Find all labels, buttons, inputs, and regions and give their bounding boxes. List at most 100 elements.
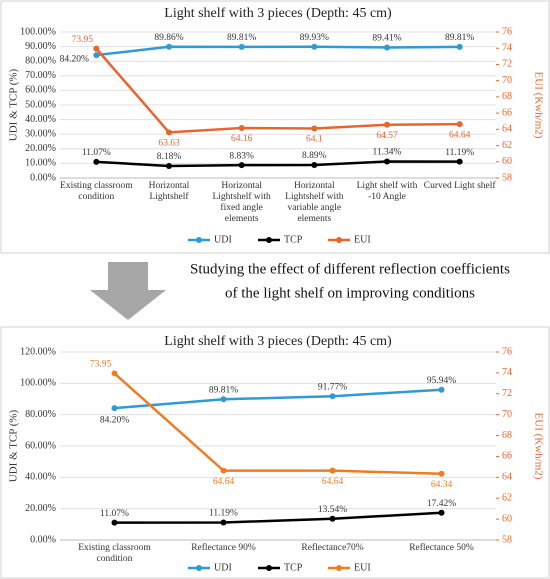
x-tick-label-box: Reflectance70% xyxy=(301,543,363,553)
legend-label: EUI xyxy=(354,234,371,245)
x-tick-label: Curved Light shelf xyxy=(423,181,496,191)
data-point xyxy=(93,52,100,59)
y-tick-label: 0.00% xyxy=(30,172,56,183)
y2-tick-label: 64 xyxy=(502,472,512,483)
data-point xyxy=(111,405,118,412)
y-tick-label: 60.00% xyxy=(25,440,56,451)
y2-axis-label: EUI (Kwh/m2) xyxy=(532,72,544,139)
data-point xyxy=(166,43,172,50)
data-point xyxy=(456,43,463,50)
data-point xyxy=(456,121,463,128)
data-point xyxy=(311,43,318,50)
series-line xyxy=(114,388,442,410)
y2-tick-label: 66 xyxy=(502,451,512,462)
data-label: 91.77% xyxy=(318,382,347,392)
data-point xyxy=(438,470,445,477)
data-label: 64.64 xyxy=(322,477,344,487)
x-tick-label: Existing classroom condition xyxy=(78,543,151,564)
data-point xyxy=(220,519,227,526)
legend-marker xyxy=(266,565,272,571)
y-tick-label: 20.00% xyxy=(25,143,56,154)
data-point xyxy=(238,162,245,169)
data-label: 64.64 xyxy=(449,130,471,140)
series-line xyxy=(114,511,442,524)
annotation: of the light shelf on improving conditio… xyxy=(225,285,475,301)
data-point xyxy=(384,44,390,51)
y2-tick-label: 62 xyxy=(502,493,512,504)
data-point xyxy=(111,370,118,377)
data-label: 17.42% xyxy=(427,499,456,509)
y-tick-label: 40.00% xyxy=(25,114,56,125)
x-tick-label: Reflectance 50% xyxy=(409,543,474,553)
x-tick-label: Light shelf with -10 Angle xyxy=(356,181,418,202)
y-tick-label: 90.00% xyxy=(25,41,56,52)
legend-label: UDI xyxy=(214,234,232,245)
data-point xyxy=(238,125,245,132)
y2-tick-label: 74 xyxy=(502,43,512,54)
y-tick-label: 10.00% xyxy=(25,158,56,169)
legend-marker xyxy=(196,237,202,243)
data-label: 89.41% xyxy=(372,34,401,44)
data-label: 8.18% xyxy=(157,152,182,162)
data-point xyxy=(166,129,172,136)
y2-tick-label: 72 xyxy=(502,388,512,399)
legend-marker xyxy=(196,565,202,571)
chart-frame xyxy=(0,326,550,579)
data-point xyxy=(384,121,390,128)
data-point xyxy=(93,45,100,52)
data-label: 8.89% xyxy=(302,151,327,161)
data-point xyxy=(166,163,172,170)
y-tick-label: 80.00% xyxy=(25,409,56,420)
y2-tick-label: 58 xyxy=(502,534,512,545)
y-axis-label: UDI & TCP (%) xyxy=(8,409,20,482)
data-point xyxy=(329,467,336,474)
data-label: 64.34 xyxy=(431,480,453,490)
series-line xyxy=(95,47,460,134)
arrow xyxy=(90,262,166,320)
data-label: 13.54% xyxy=(318,505,347,515)
data-label: 89.81% xyxy=(445,33,474,43)
y-tick-label: 100.00% xyxy=(20,26,56,37)
data-label: 89.81% xyxy=(227,33,256,43)
legend-marker xyxy=(336,237,342,243)
data-point xyxy=(456,158,463,165)
data-point xyxy=(329,393,336,400)
data-label: 73.95 xyxy=(72,35,94,45)
x-tick-label: Horizontal Lightshelf with variable angl… xyxy=(285,181,344,224)
x-tick-label-box: Horizontal Lightshelf with variable angl… xyxy=(285,181,344,224)
y2-tick-label: 64 xyxy=(502,124,512,135)
y2-tick-label: 76 xyxy=(502,346,512,357)
data-point xyxy=(220,467,227,474)
x-tick-label-box: Reflectance 50% xyxy=(409,543,474,553)
y-tick-label: 70.00% xyxy=(25,70,56,81)
y2-tick-label: 70 xyxy=(502,409,512,420)
data-point xyxy=(438,386,445,393)
data-label: 11.34% xyxy=(373,148,402,158)
legend-marker xyxy=(336,565,342,571)
data-label: 11.19% xyxy=(209,509,238,519)
y2-axis-label: EUI (Kwh/m2) xyxy=(532,413,544,480)
x-tick-label: Horizontal Lightshelf with fixed angle e… xyxy=(212,181,271,224)
x-tick-label-box: Curved Light shelf xyxy=(423,181,496,191)
data-label: 64.64 xyxy=(213,477,235,487)
data-point xyxy=(384,158,390,165)
x-tick-label: Existing classroom condition xyxy=(60,181,133,202)
data-label: 11.07% xyxy=(82,148,111,158)
series-line xyxy=(96,160,460,168)
legend-label: UDI xyxy=(214,562,232,573)
data-label: 63.63 xyxy=(158,139,180,149)
y2-tick-label: 70 xyxy=(502,75,512,86)
data-label: 64.16 xyxy=(231,134,253,144)
data-label: 64.57 xyxy=(376,131,398,141)
y-tick-label: 120.00% xyxy=(20,346,56,357)
y2-tick-label: 68 xyxy=(502,430,512,441)
annotation: Studying the effect of different reflect… xyxy=(190,261,510,277)
y2-tick-label: 58 xyxy=(502,172,512,183)
x-tick-label: Horizontal Lightshelf xyxy=(148,181,190,202)
series-line xyxy=(113,372,442,476)
y-tick-label: 40.00% xyxy=(25,472,56,483)
x-tick-label-box: Light shelf with -10 Angle xyxy=(356,181,418,202)
data-label: 11.19% xyxy=(445,148,474,158)
data-point xyxy=(438,509,445,516)
data-label: 11.07% xyxy=(100,509,129,519)
